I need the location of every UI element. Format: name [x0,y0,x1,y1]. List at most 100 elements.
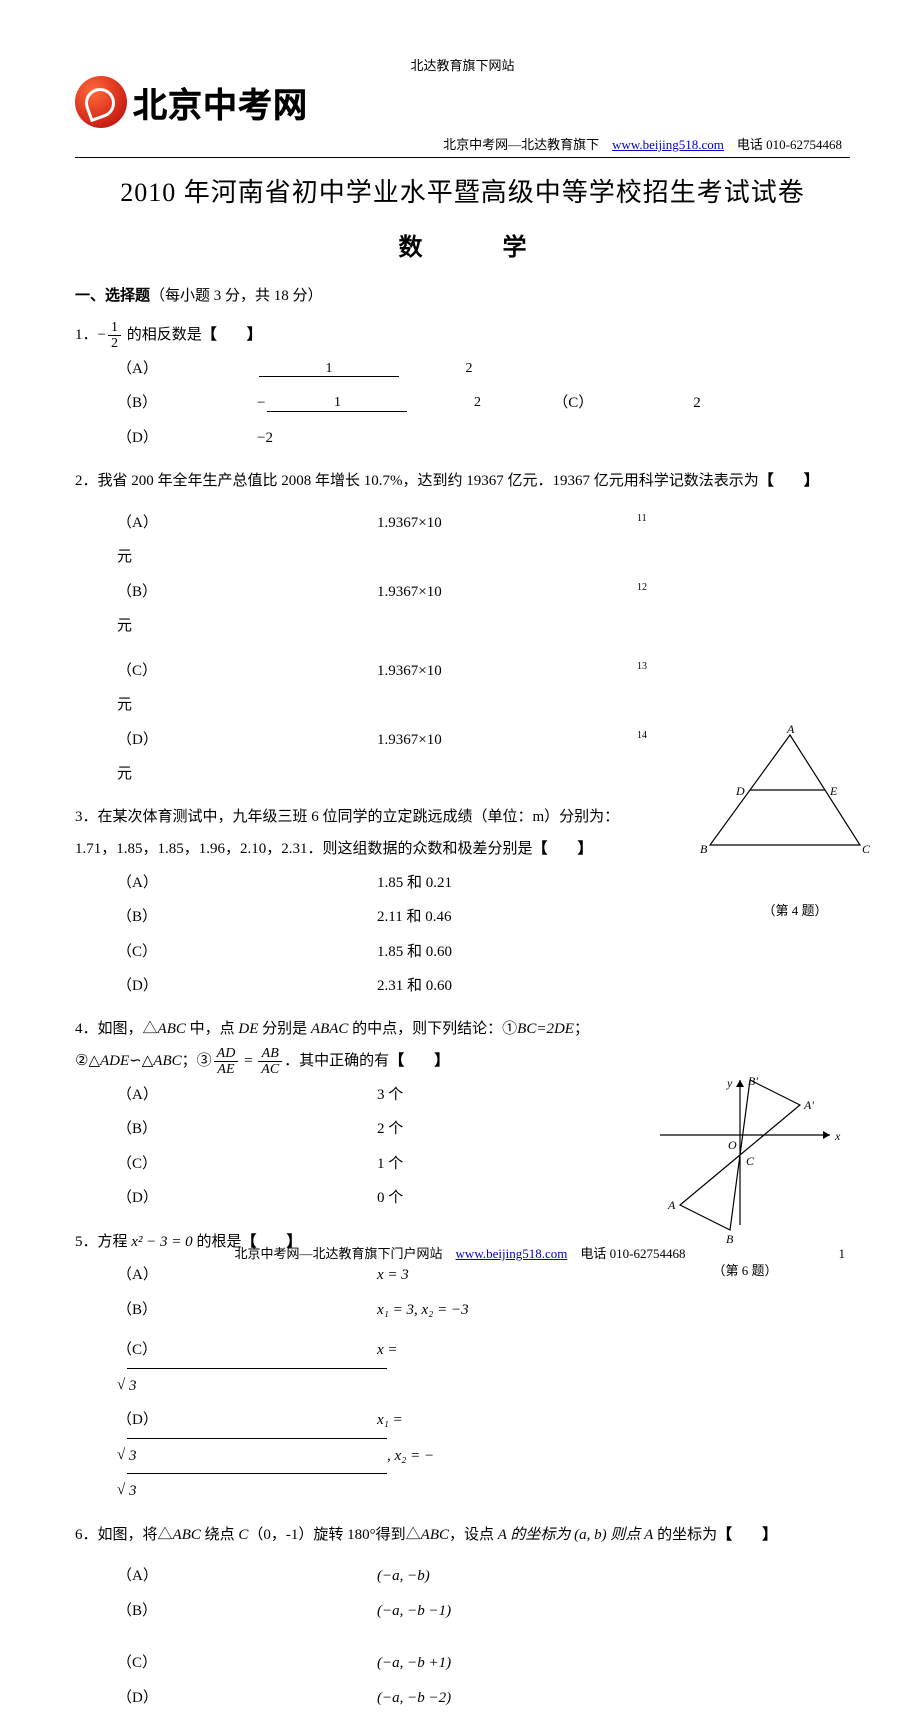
footer: 北京中考网—北达教育旗下门户网站 www.beijing518.com 电话 0… [0,1243,920,1262]
q6-b-label: （B） [117,1594,377,1629]
q4-d-label: （D） [117,1181,377,1216]
q2-a-label: （A） [117,506,377,541]
page-number: 1 [839,1246,846,1262]
q4-tail: ．其中正确的有 [284,1053,389,1069]
page-title: 2010 年河南省初中学业水平暨高级中等学校招生考试试卷 [75,172,850,209]
q4-eq1: BC=2DE [517,1021,574,1037]
q5-d-rad1: 3 [127,1438,387,1474]
subject: 数学 [75,227,850,262]
q1-a-d: 2 [399,361,539,376]
q4-semi: ； [574,1021,589,1037]
q2-c-exp: 13 [637,661,647,672]
q2-b-base: 1.9367×10 [377,575,637,610]
q2-stem: 2．我省 200 年全年生产总值比 2008 年增长 10.7%，达到约 193… [75,465,850,498]
q3-d: 2.31 和 0.60 [377,969,637,1004]
q3-b-label: （B） [117,900,377,935]
footer-phone: 010-62754468 [610,1246,686,1261]
fig4-e: E [829,784,838,798]
rotation-diagram-icon: x y O C A B A' B' [630,1075,860,1255]
q1-stem: 1．−12 的相反数是【 】 [75,319,850,352]
q6-a2: A [644,1527,653,1543]
fig6-ap: A' [803,1098,814,1112]
q1-b-label: （B） [117,386,257,421]
url-prefix: 北京中考网—北达教育旗下 [443,137,599,152]
q3-a: 1.85 和 0.21 [377,866,637,901]
section-1-note: （每小题 3 分，共 18 分） [150,288,323,304]
q4-f1n: AD [214,1046,239,1062]
q5-a-label: （A） [117,1258,377,1293]
footer-pre: 北京中考网—北达教育旗下门户网站 [235,1246,443,1261]
q1-options: （A）12 （B）−12 （C）2 （D）−2 [75,352,850,456]
q2-unit: 元 [117,540,377,575]
fig4-c: C [862,842,871,856]
q5-b: x₁ = 3, x₂ = −3 [377,1293,637,1328]
fig6-x: x [834,1129,841,1143]
q2-d-label: （D） [117,723,377,758]
fig4-d: D [735,784,745,798]
footer-phone-label: 电话 [580,1246,606,1261]
phone-number: 010-62754468 [766,137,842,152]
q2-unit2: 元 [117,609,377,644]
q6-d-label: （D） [117,1681,377,1715]
logo-icon [75,76,127,128]
figure-q6: x y O C A B A' B' （第 6 题） [630,1075,860,1255]
q6-aopt: (−a, −b) [377,1559,637,1594]
section-1-header: 一、选择题（每小题 3 分，共 18 分） [75,284,850,305]
q4-abac: ABAC [311,1021,349,1037]
q2-c-label: （C） [117,654,377,689]
header-link[interactable]: www.beijing518.com [612,137,724,152]
q4-pre: 如图，△ [98,1021,158,1037]
q4-c2pre: ②△ [75,1053,100,1069]
fig6-y: y [726,1076,733,1090]
q6-coordc: （0，-1）旋转 180°得到△ [248,1527,420,1543]
q5-c-label: （C） [117,1333,377,1368]
q5-d-label: （D） [117,1403,377,1438]
fig6-c: C [746,1154,755,1168]
q6-bopt: (−a, −b −1) [377,1594,637,1629]
fig4-caption: （第 4 题） [710,900,880,919]
q6-a: A [498,1527,507,1543]
q5-c-pre: x = [377,1333,637,1368]
q4-c2post: △ [142,1053,154,1069]
logo-text: 北京中考网 [133,78,308,127]
q4-post: 的中点，则下列结论：① [348,1021,517,1037]
q4-abc: ABC [158,1021,186,1037]
q2-a-exp: 11 [637,513,647,524]
q2-c-base: 1.9367×10 [377,654,637,689]
q6-a-label: （A） [117,1559,377,1594]
q4-c-label: （C） [117,1147,377,1182]
section-1-bold: 一、选择题 [75,288,150,304]
q4-b-label: （B） [117,1112,377,1147]
bracket-icon: 【 】 [533,840,593,857]
q2-a-base: 1.9367×10 [377,506,637,541]
q6-num: 6． [75,1527,98,1543]
q3-num: 3． [75,809,98,825]
q6-coorda: 的坐标为 (a, b) 则点 [507,1527,645,1543]
q1-frac-n: 1 [108,320,121,336]
triangle-icon: A B C D E [680,725,880,895]
figure-q4: A B C D E （第 4 题） [680,725,880,895]
q1-c: 2 [693,386,833,421]
q3-c-label: （C） [117,935,377,970]
fig4-a: A [786,725,795,736]
bracket-icon: 【 】 [717,1526,777,1543]
q6-options: （A）(−a, −b) （B）(−a, −b −1) （C）(−a, −b +1… [75,1559,850,1715]
q5-d-rad2: 3 [127,1473,387,1509]
bracket-icon: 【 】 [389,1052,449,1069]
q6-abc2: ABC [421,1527,449,1543]
question-1: 1．−12 的相反数是【 】 （A）12 （B）−12 （C）2 （D）−2 [75,319,850,455]
q5-d-pre: x₁ = [377,1403,637,1438]
q1-b-d: 2 [407,395,547,410]
footer-link[interactable]: www.beijing518.com [456,1246,568,1261]
q4-a: 3 个 [377,1078,637,1113]
q2-b-exp: 12 [637,582,647,593]
q4-de: DE [238,1021,258,1037]
q1-a-label: （A） [117,352,257,387]
q1-num: 1． [75,327,98,343]
question-6: 6．如图，将△ABC 绕点 C（0，-1）旋转 180°得到△ABC，设点 A … [75,1519,850,1715]
q3-b: 2.11 和 0.46 [377,900,637,935]
q6-mid: 绕点 [201,1527,239,1543]
q2-stem-text: 我省 200 年全年生产总值比 2008 年增长 10.7%，达到约 19367… [98,473,759,489]
q2-d-exp: 14 [637,730,647,741]
q1-a-n: 1 [259,361,399,377]
